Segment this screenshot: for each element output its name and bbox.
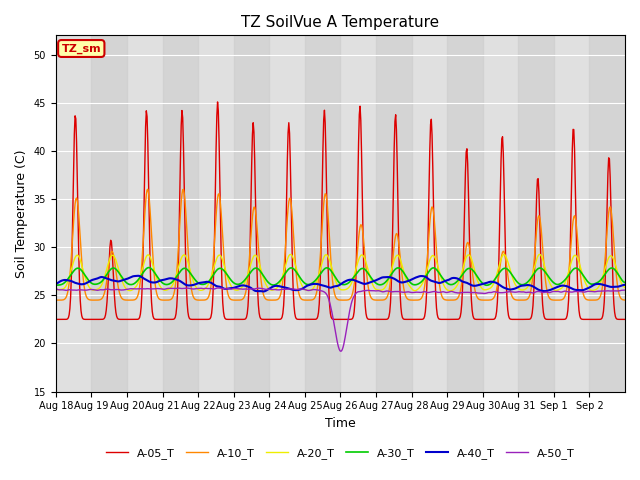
A-50_T <box>224 286 232 291</box>
A-30_T <box>119 276 127 281</box>
A-10_T <box>119 296 127 302</box>
A-30_T <box>483 282 491 288</box>
A-50_T <box>621 287 629 293</box>
Bar <box>163 36 198 392</box>
A-10_T <box>52 297 60 303</box>
Title: TZ SoilVue A Temperature: TZ SoilVue A Temperature <box>241 15 440 30</box>
A-05_T <box>400 316 408 322</box>
A-20_T <box>52 287 60 293</box>
A-20_T <box>621 285 629 290</box>
A-30_T <box>224 273 232 279</box>
A-40_T <box>119 277 127 283</box>
Line: A-05_T: A-05_T <box>56 102 625 319</box>
Bar <box>92 36 127 392</box>
A-40_T <box>275 283 282 289</box>
A-05_T <box>274 316 282 322</box>
A-05_T <box>621 316 629 322</box>
A-05_T <box>119 316 127 322</box>
X-axis label: Time: Time <box>325 417 356 430</box>
A-50_T <box>274 287 282 293</box>
A-40_T <box>433 279 440 285</box>
A-05_T <box>52 316 60 322</box>
A-50_T <box>401 289 408 295</box>
A-05_T <box>214 99 221 105</box>
A-40_T <box>401 279 408 285</box>
Bar <box>234 36 269 392</box>
Bar <box>518 36 554 392</box>
A-30_T <box>400 270 408 276</box>
A-20_T <box>447 288 454 294</box>
Line: A-20_T: A-20_T <box>56 254 625 291</box>
A-50_T <box>433 289 440 295</box>
A-30_T <box>432 266 440 272</box>
Bar <box>589 36 625 392</box>
Bar <box>305 36 340 392</box>
A-20_T <box>252 252 259 258</box>
A-50_T <box>52 286 60 292</box>
A-50_T <box>214 285 221 291</box>
Legend: A-05_T, A-10_T, A-20_T, A-30_T, A-40_T, A-50_T: A-05_T, A-10_T, A-20_T, A-30_T, A-40_T, … <box>102 444 579 463</box>
A-20_T <box>273 285 281 291</box>
A-10_T <box>400 286 408 291</box>
A-05_T <box>432 293 440 299</box>
A-10_T <box>432 237 440 242</box>
A-30_T <box>145 264 152 270</box>
A-10_T <box>144 186 152 192</box>
A-50_T <box>252 286 260 291</box>
Line: A-40_T: A-40_T <box>56 276 625 291</box>
A-20_T <box>119 279 127 285</box>
A-10_T <box>252 214 260 220</box>
Line: A-10_T: A-10_T <box>56 189 625 300</box>
A-05_T <box>252 232 260 238</box>
A-40_T <box>134 273 142 279</box>
A-40_T <box>52 281 60 287</box>
A-40_T <box>621 282 629 288</box>
A-30_T <box>52 282 60 288</box>
A-10_T <box>224 291 232 297</box>
A-40_T <box>260 288 268 294</box>
Y-axis label: Soil Temperature (C): Soil Temperature (C) <box>15 149 28 278</box>
A-20_T <box>399 266 407 272</box>
A-40_T <box>252 288 260 294</box>
A-20_T <box>431 255 439 261</box>
Text: TZ_sm: TZ_sm <box>61 43 101 54</box>
A-30_T <box>621 279 629 285</box>
A-05_T <box>224 316 232 322</box>
Bar <box>447 36 483 392</box>
A-10_T <box>274 297 282 302</box>
Bar <box>376 36 412 392</box>
A-20_T <box>223 273 231 279</box>
A-30_T <box>274 280 282 286</box>
A-40_T <box>224 286 232 291</box>
A-10_T <box>621 297 629 303</box>
Line: A-30_T: A-30_T <box>56 267 625 285</box>
Line: A-50_T: A-50_T <box>56 288 625 351</box>
A-30_T <box>252 265 260 271</box>
A-50_T <box>337 348 344 354</box>
A-50_T <box>119 287 127 293</box>
A-20_T <box>536 252 543 257</box>
